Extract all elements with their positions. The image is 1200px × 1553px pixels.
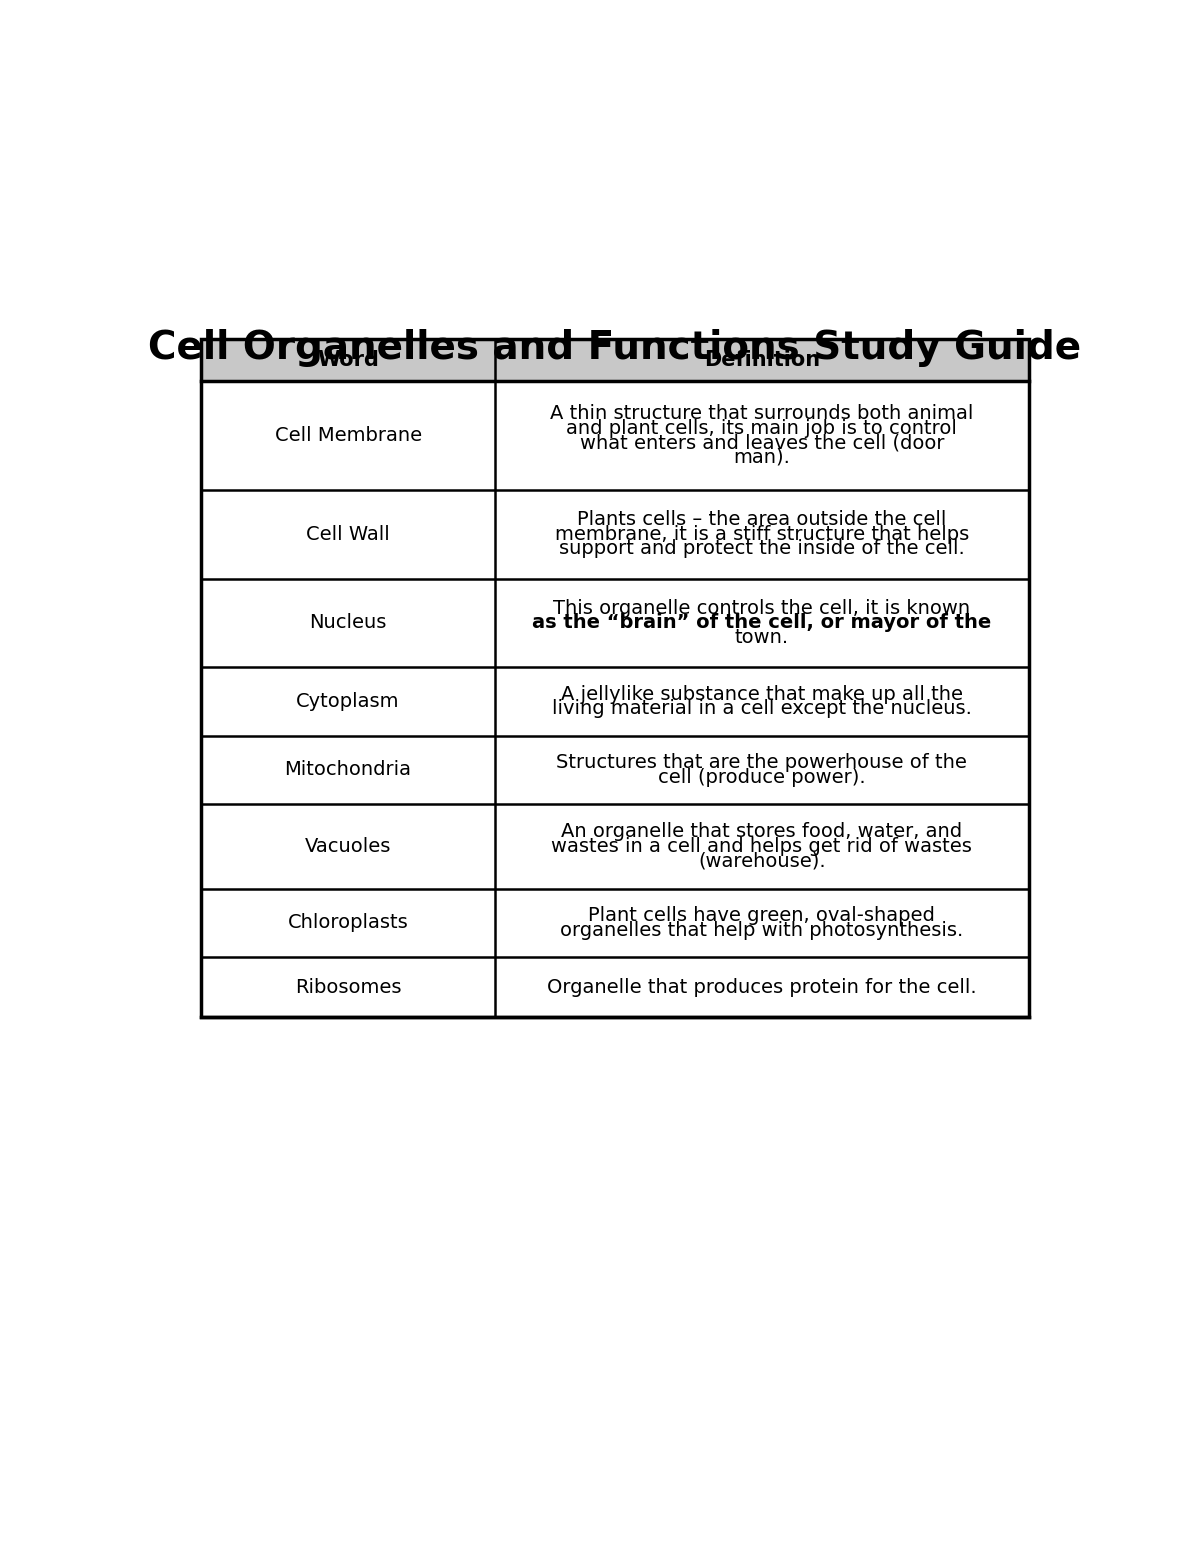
Bar	[202, 340, 1028, 382]
Text: Nucleus: Nucleus	[310, 613, 386, 632]
Text: Plants cells – the area outside the cell: Plants cells – the area outside the cell	[577, 511, 947, 530]
Text: and plant cells, its main job is to control: and plant cells, its main job is to cont…	[566, 419, 958, 438]
Text: organelles that help with photosynthesis.: organelles that help with photosynthesis…	[560, 921, 964, 940]
Text: Cell Organelles and Functions Study Guide: Cell Organelles and Functions Study Guid…	[149, 329, 1081, 367]
Text: (warehouse).: (warehouse).	[698, 851, 826, 870]
Text: town.: town.	[734, 627, 788, 648]
Text: cell (produce power).: cell (produce power).	[658, 767, 865, 787]
Text: Structures that are the powerhouse of the: Structures that are the powerhouse of th…	[557, 753, 967, 772]
Text: Mitochondria: Mitochondria	[284, 761, 412, 780]
Text: membrane, it is a stiff structure that helps: membrane, it is a stiff structure that h…	[554, 525, 970, 544]
Text: Cell Wall: Cell Wall	[306, 525, 390, 544]
Text: Ribosomes: Ribosomes	[295, 978, 401, 997]
Text: Word: Word	[317, 351, 379, 370]
Text: An organelle that stores food, water, and: An organelle that stores food, water, an…	[562, 822, 962, 842]
Text: Definition: Definition	[704, 351, 820, 370]
Text: living material in a cell except the nucleus.: living material in a cell except the nuc…	[552, 699, 972, 717]
Text: Cell Membrane: Cell Membrane	[275, 426, 421, 446]
Text: Plant cells have green, oval-shaped: Plant cells have green, oval-shaped	[588, 905, 935, 926]
Text: what enters and leaves the cell (door: what enters and leaves the cell (door	[580, 433, 944, 452]
Text: Organelle that produces protein for the cell.: Organelle that produces protein for the …	[547, 978, 977, 997]
Text: This organelle controls the cell, it is known: This organelle controls the cell, it is …	[553, 599, 971, 618]
Text: A thin structure that surrounds both animal: A thin structure that surrounds both ani…	[551, 404, 973, 424]
Text: man).: man).	[733, 447, 791, 467]
Text: Vacuoles: Vacuoles	[305, 837, 391, 856]
Text: support and protect the inside of the cell.: support and protect the inside of the ce…	[559, 539, 965, 559]
Text: A jellylike substance that make up all the: A jellylike substance that make up all t…	[560, 685, 962, 704]
Bar	[202, 340, 1028, 1017]
Text: Cytoplasm: Cytoplasm	[296, 693, 400, 711]
Text: as the “brain” of the cell, or mayor of the: as the “brain” of the cell, or mayor of …	[533, 613, 991, 632]
Text: Chloroplasts: Chloroplasts	[288, 913, 408, 932]
Text: wastes in a cell and helps get rid of wastes: wastes in a cell and helps get rid of wa…	[552, 837, 972, 856]
